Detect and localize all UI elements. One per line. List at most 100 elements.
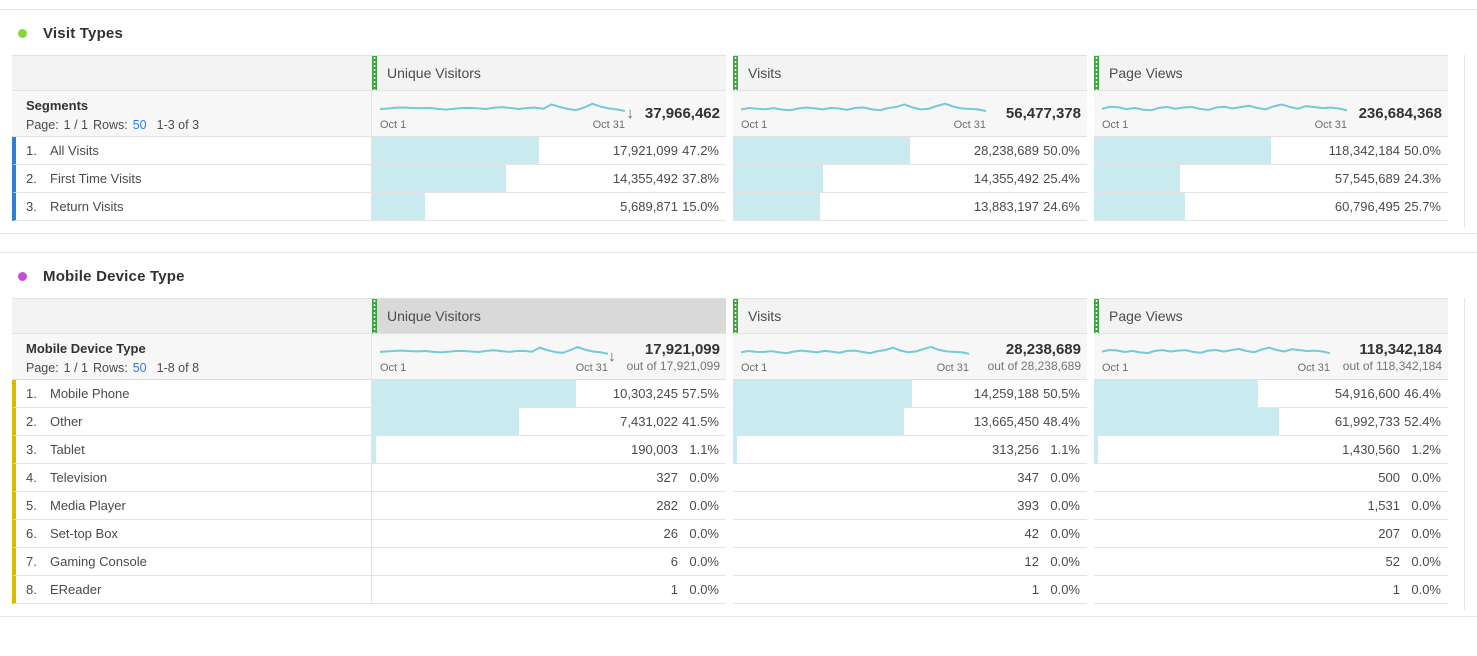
cell-percent: 41.5% bbox=[682, 414, 719, 429]
horizontal-bar bbox=[372, 408, 519, 435]
cell-percent: 24.3% bbox=[1404, 171, 1441, 186]
horizontal-bar bbox=[1094, 193, 1185, 220]
drag-handle-icon[interactable] bbox=[1094, 299, 1099, 333]
cell-percent: 48.4% bbox=[1043, 414, 1080, 429]
cell-percent: 15.0% bbox=[682, 199, 719, 214]
metric-cell: 17,921,099 47.2% bbox=[372, 137, 726, 165]
column-header-visits[interactable]: Visits bbox=[733, 55, 1087, 90]
drag-handle-icon[interactable] bbox=[372, 56, 377, 90]
column-total: 28,238,689 bbox=[1005, 340, 1081, 358]
column-header-label: Unique Visitors bbox=[387, 65, 481, 81]
table-row: 1. Mobile Phone 10,303,245 57.5% 14,259,1… bbox=[12, 380, 1448, 408]
visit-types-legend-dot bbox=[18, 29, 27, 38]
column-header-unique-visitors[interactable]: Unique Visitors bbox=[372, 55, 726, 90]
row-name: Television bbox=[50, 470, 108, 485]
cell-value: 13,665,450 bbox=[973, 414, 1039, 429]
cell-percent: 0.0% bbox=[1050, 526, 1080, 541]
horizontal-bar bbox=[733, 165, 823, 192]
metric-cell: 1,430,560 1.2% bbox=[1094, 436, 1448, 464]
sort-descending-icon[interactable]: ↓ bbox=[608, 348, 616, 365]
row-label-first-time-visits[interactable]: 2. First Time Visits bbox=[12, 165, 372, 193]
column-header-page-views[interactable]: Page Views bbox=[1094, 298, 1448, 333]
drag-handle-icon[interactable] bbox=[1094, 56, 1099, 90]
visit-types-table: Unique Visitors Visits Page Views Segmen… bbox=[12, 55, 1465, 227]
metric-cell: 12 0.0% bbox=[733, 548, 1087, 576]
dimension-title: Segments bbox=[26, 98, 89, 113]
column-total: 56,477,378 bbox=[1005, 105, 1081, 122]
column-header-unique-visitors[interactable]: Unique Visitors bbox=[372, 298, 726, 333]
metric-cell: 26 0.0% bbox=[372, 520, 726, 548]
cell-value: 1 bbox=[670, 582, 678, 597]
cell-value: 17,921,099 bbox=[612, 143, 678, 158]
cell-percent: 0.0% bbox=[1050, 582, 1080, 597]
metric-cell: 42 0.0% bbox=[733, 520, 1087, 548]
column-header-page-views[interactable]: Page Views bbox=[1094, 55, 1448, 90]
cell-value: 1,531 bbox=[1367, 498, 1400, 513]
table-row: 3. Tablet 190,003 1.1% 313,256 1.1% 1,430,… bbox=[12, 436, 1448, 464]
metric-cell: 52 0.0% bbox=[1094, 548, 1448, 576]
sort-descending-icon[interactable]: ↓ bbox=[626, 105, 634, 122]
metric-cell: 118,342,184 50.0% bbox=[1094, 137, 1448, 165]
cell-value: 500 bbox=[1378, 470, 1400, 485]
row-label-set-top-box[interactable]: 6. Set-top Box bbox=[12, 520, 372, 548]
cell-percent: 0.0% bbox=[1411, 498, 1441, 513]
row-label-mobile-phone[interactable]: 1. Mobile Phone bbox=[12, 380, 372, 408]
row-label-return-visits[interactable]: 3. Return Visits bbox=[12, 193, 372, 221]
metric-cell: 1,531 0.0% bbox=[1094, 492, 1448, 520]
unique-visitors-total-cell: Oct 1 Oct 31 ↓ 37,966,462 bbox=[372, 90, 726, 137]
row-name: Tablet bbox=[50, 442, 85, 457]
rows-per-page-link[interactable]: 50 bbox=[132, 361, 147, 375]
column-header-label: Page Views bbox=[1109, 65, 1183, 81]
row-label-media-player[interactable]: 5. Media Player bbox=[12, 492, 372, 520]
cell-value: 14,259,188 bbox=[973, 386, 1039, 401]
cell-value: 5,689,871 bbox=[620, 199, 678, 214]
cell-percent: 37.8% bbox=[682, 171, 719, 186]
row-number: 5. bbox=[26, 498, 37, 513]
cell-value: 14,355,492 bbox=[612, 171, 678, 186]
row-name: Return Visits bbox=[50, 199, 124, 214]
sparkline-chart bbox=[1102, 340, 1330, 362]
column-header-label: Unique Visitors bbox=[387, 308, 481, 324]
totals-row: Segments Page: 1 / 1 Rows: 50 1-3 of 3 O… bbox=[12, 90, 1448, 137]
rows-per-page-link[interactable]: 50 bbox=[132, 118, 147, 132]
sparkline-chart bbox=[380, 97, 625, 119]
horizontal-bar bbox=[372, 193, 426, 220]
metric-cell: 28,238,689 50.0% bbox=[733, 137, 1087, 165]
table-row: 2. First Time Visits 14,355,492 37.8% 14,… bbox=[12, 165, 1448, 193]
horizontal-bar bbox=[733, 137, 910, 164]
metric-cell: 57,545,689 24.3% bbox=[1094, 165, 1448, 193]
table-row: 8. EReader 1 0.0% 1 0.0% 1 0.0% bbox=[12, 576, 1448, 604]
drag-handle-icon[interactable] bbox=[372, 299, 377, 333]
mobile-device-type-panel: Mobile Device Type Unique Visitors Visit… bbox=[0, 252, 1477, 617]
horizontal-bar bbox=[1094, 436, 1099, 463]
drag-handle-icon[interactable] bbox=[733, 299, 738, 333]
cell-value: 52 bbox=[1385, 554, 1400, 569]
page-views-total-cell: Oct 1 Oct 31 236,684,368 bbox=[1094, 90, 1448, 137]
metric-cell: 282 0.0% bbox=[372, 492, 726, 520]
metric-cell: 5,689,871 15.0% bbox=[372, 193, 726, 221]
drag-handle-icon[interactable] bbox=[733, 56, 738, 90]
unique-visitors-total-cell: Oct 1 Oct 31 ↓ 17,921,099 out of 17,921,… bbox=[372, 333, 726, 380]
table-row: 6. Set-top Box 26 0.0% 42 0.0% 207 0.0% bbox=[12, 520, 1448, 548]
mobile-device-type-table: Unique Visitors Visits Page Views Mobile… bbox=[12, 298, 1465, 610]
column-total: 236,684,368 bbox=[1358, 105, 1442, 122]
table-row: 1. All Visits 17,921,099 47.2% 28,238,689… bbox=[12, 137, 1448, 165]
cell-percent: 24.6% bbox=[1043, 199, 1080, 214]
cell-value: 12 bbox=[1024, 554, 1039, 569]
row-label-tablet[interactable]: 3. Tablet bbox=[12, 436, 372, 464]
metric-cell: 14,355,492 37.8% bbox=[372, 165, 726, 193]
row-label-other[interactable]: 2. Other bbox=[12, 408, 372, 436]
row-label-television[interactable]: 4. Television bbox=[12, 464, 372, 492]
row-number: 3. bbox=[26, 442, 37, 457]
page-value: 1 / 1 bbox=[63, 361, 88, 375]
cell-value: 13,883,197 bbox=[973, 199, 1039, 214]
cell-percent: 0.0% bbox=[1050, 498, 1080, 513]
cell-value: 14,355,492 bbox=[973, 171, 1039, 186]
cell-percent: 0.0% bbox=[689, 498, 719, 513]
row-label-gaming-console[interactable]: 7. Gaming Console bbox=[12, 548, 372, 576]
row-label-all-visits[interactable]: 1. All Visits bbox=[12, 137, 372, 165]
cell-value: 6 bbox=[670, 554, 678, 569]
row-label-ereader[interactable]: 8. EReader bbox=[12, 576, 372, 604]
column-header-visits[interactable]: Visits bbox=[733, 298, 1087, 333]
cell-value: 42 bbox=[1024, 526, 1039, 541]
